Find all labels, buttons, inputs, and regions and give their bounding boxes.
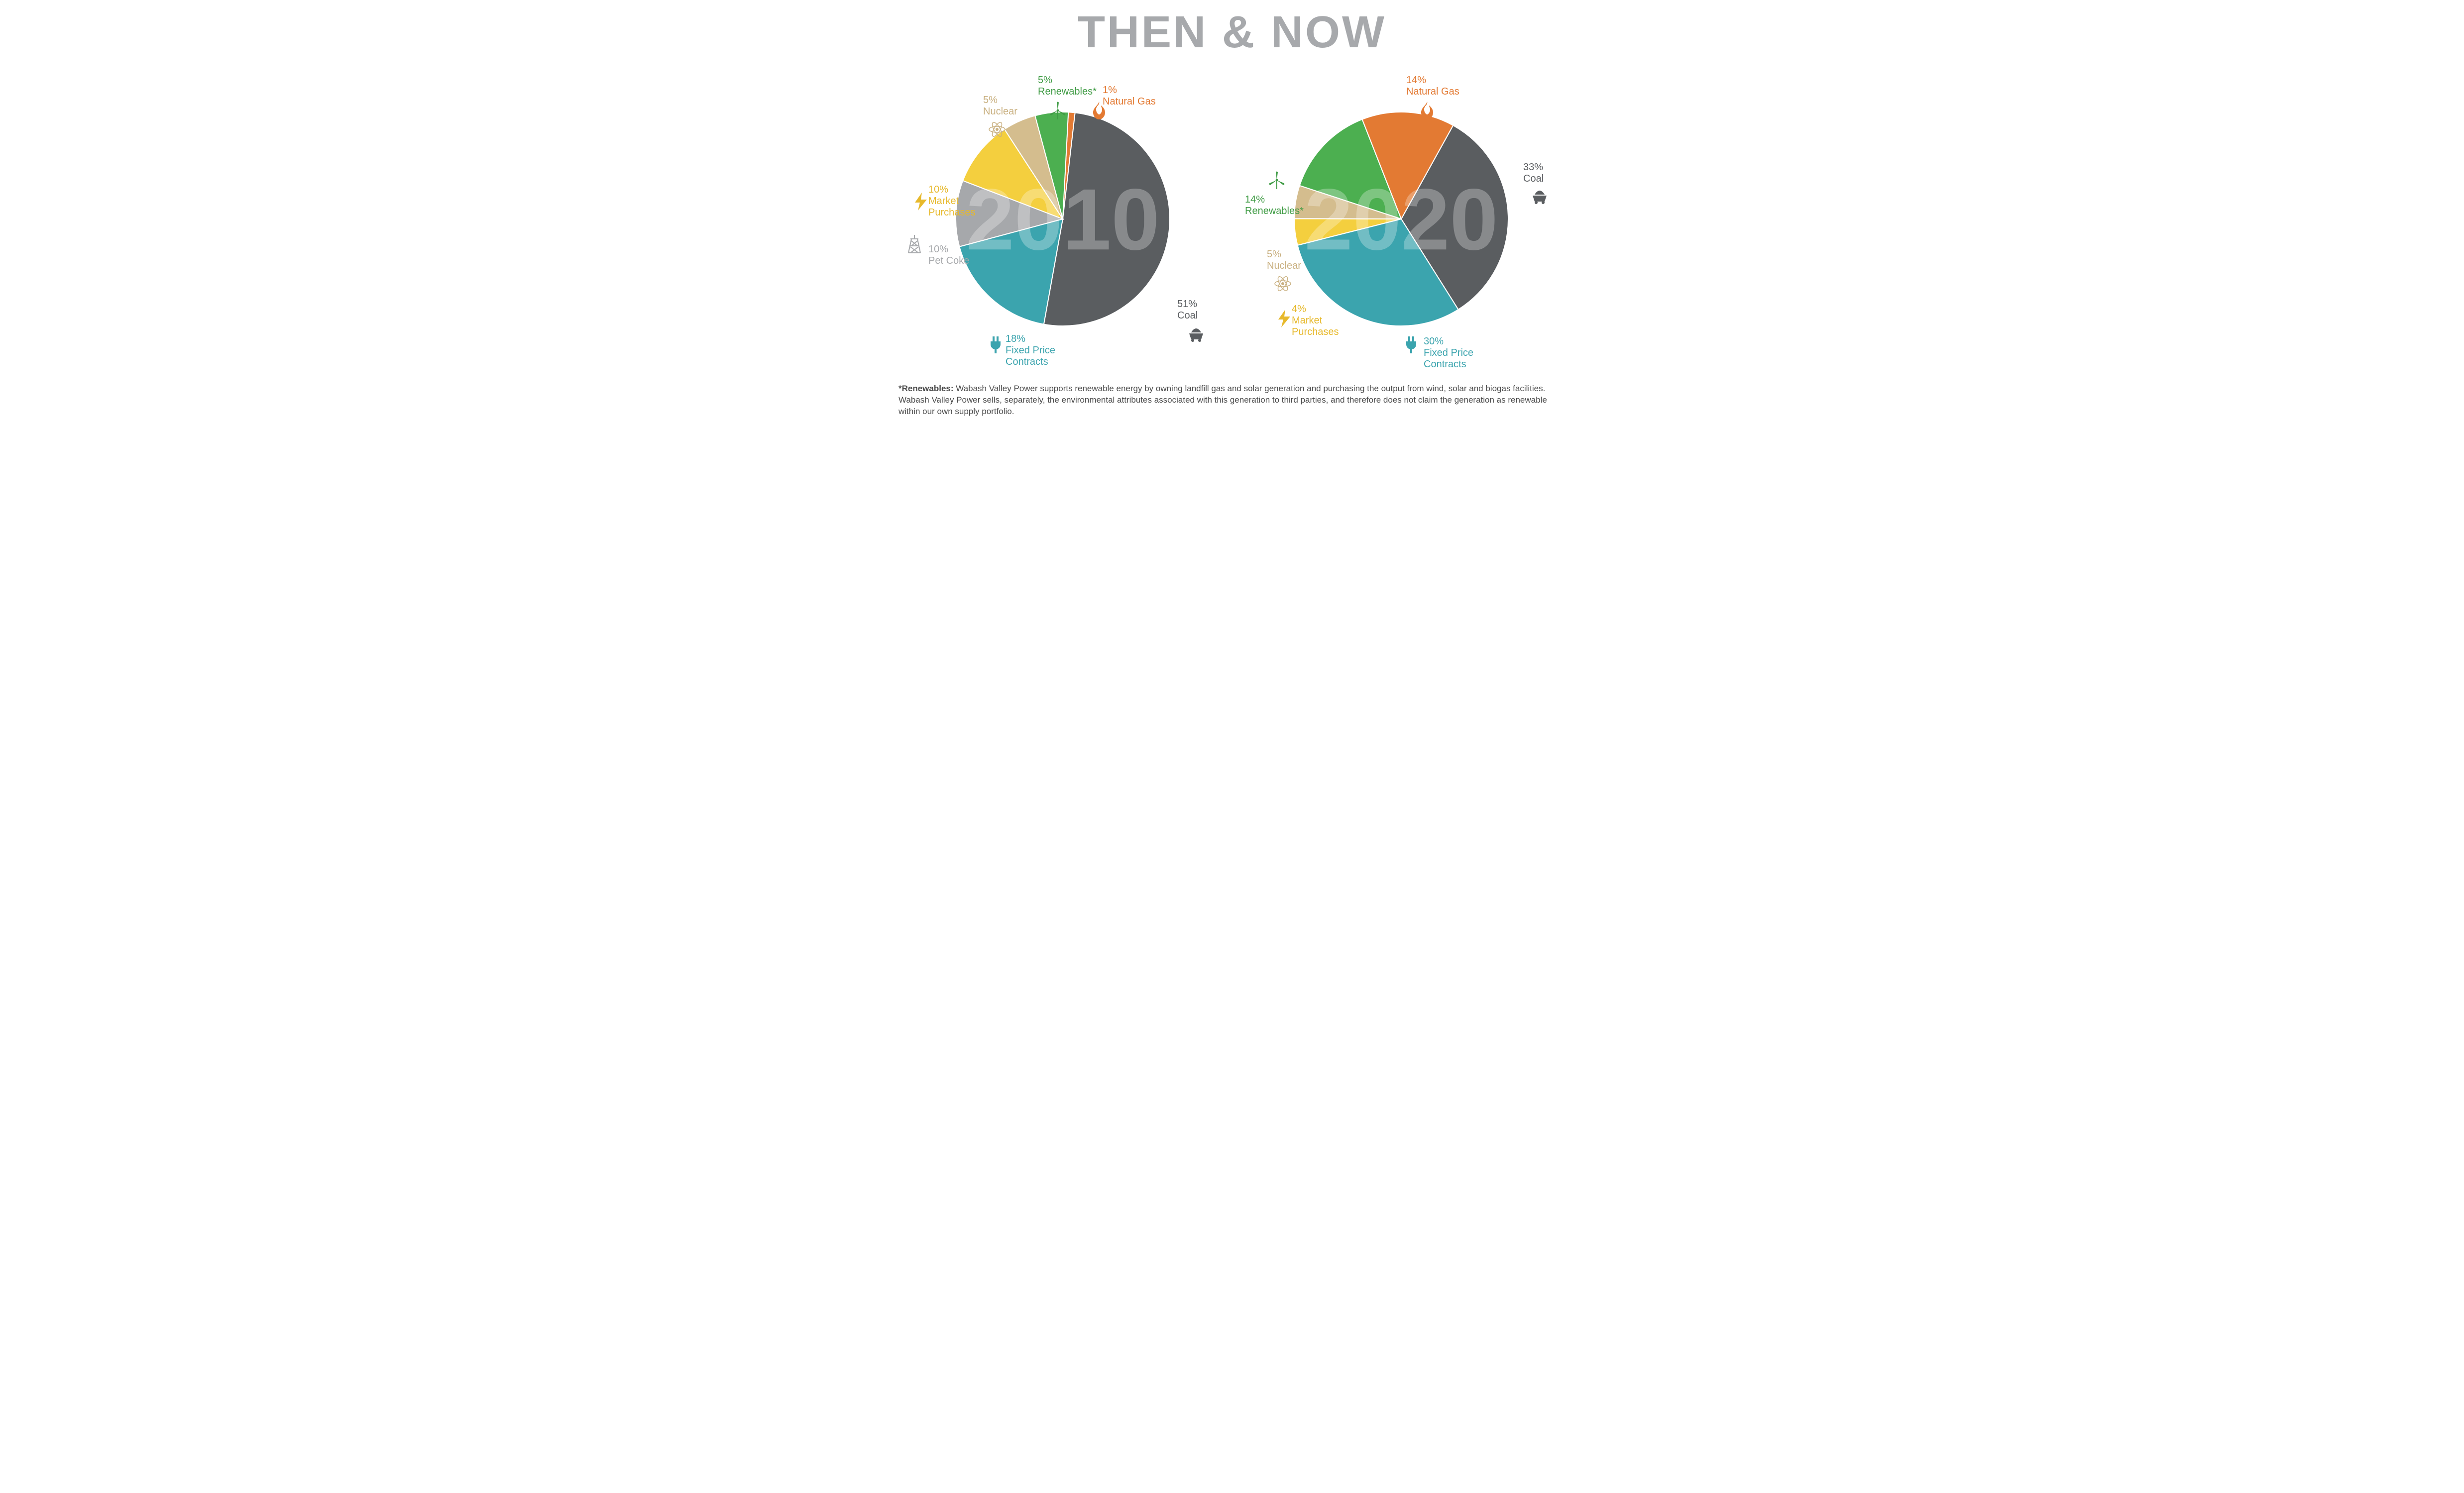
atom-icon [1273,274,1293,294]
footnote-bold: *Renewables: [898,384,954,393]
bolt-icon [911,192,931,212]
slice-label-nuclear: 5%Nuclear [983,95,1017,117]
footnote: *Renewables: Wabash Valley Power support… [894,383,1570,418]
pie-chart-2020: 2020 33%Coal 30%Fixed PriceContracts 4%Mark… [1232,55,1570,373]
tower-icon [904,234,924,254]
flame-icon [1417,101,1437,120]
slice-label-market: 10%MarketPurchases [928,184,976,218]
slice-label-fixed_price: 18%Fixed PriceContracts [1006,333,1055,368]
slice-label-fixed_price: 30%Fixed PriceContracts [1424,336,1473,370]
page-title: THEN & NOW [894,10,1570,55]
coal-cart-icon [1186,324,1206,344]
pie-chart-2010: 2010 1%Natural Gas 51%Coal 18%Fixed PriceCo… [894,55,1232,373]
page-root: THEN & NOW 2010 1%Natural Gas 51%Coal 18%Fi… [884,0,1580,446]
year-watermark: 2010 [966,171,1159,268]
slice-label-renewables: 5%Renewables* [1038,75,1097,98]
coal-cart-icon [1530,187,1550,207]
charts-row: 2010 1%Natural Gas 51%Coal 18%Fixed PriceCo… [894,55,1570,373]
plug-icon [986,334,1006,354]
slice-label-coal: 33%Coal [1523,162,1544,185]
year-watermark: 2020 [1304,171,1498,268]
footnote-text: Wabash Valley Power supports renewable e… [898,384,1547,416]
turbine-icon [1048,101,1068,120]
bolt-icon [1274,309,1294,328]
slice-label-natural_gas: 14%Natural Gas [1406,75,1459,98]
slice-label-coal: 51%Coal [1177,299,1198,321]
atom-icon [987,119,1007,139]
slice-label-natural_gas: 1%Natural Gas [1103,85,1156,107]
slice-label-pet_coke: 10%Pet Coke [928,244,969,267]
slice-label-renewables: 14%Renewables* [1245,194,1304,217]
turbine-icon [1267,170,1287,190]
plug-icon [1401,334,1421,354]
flame-icon [1089,101,1109,120]
slice-label-nuclear: 5%Nuclear [1267,249,1301,272]
slice-label-market: 4%MarketPurchases [1292,304,1339,338]
